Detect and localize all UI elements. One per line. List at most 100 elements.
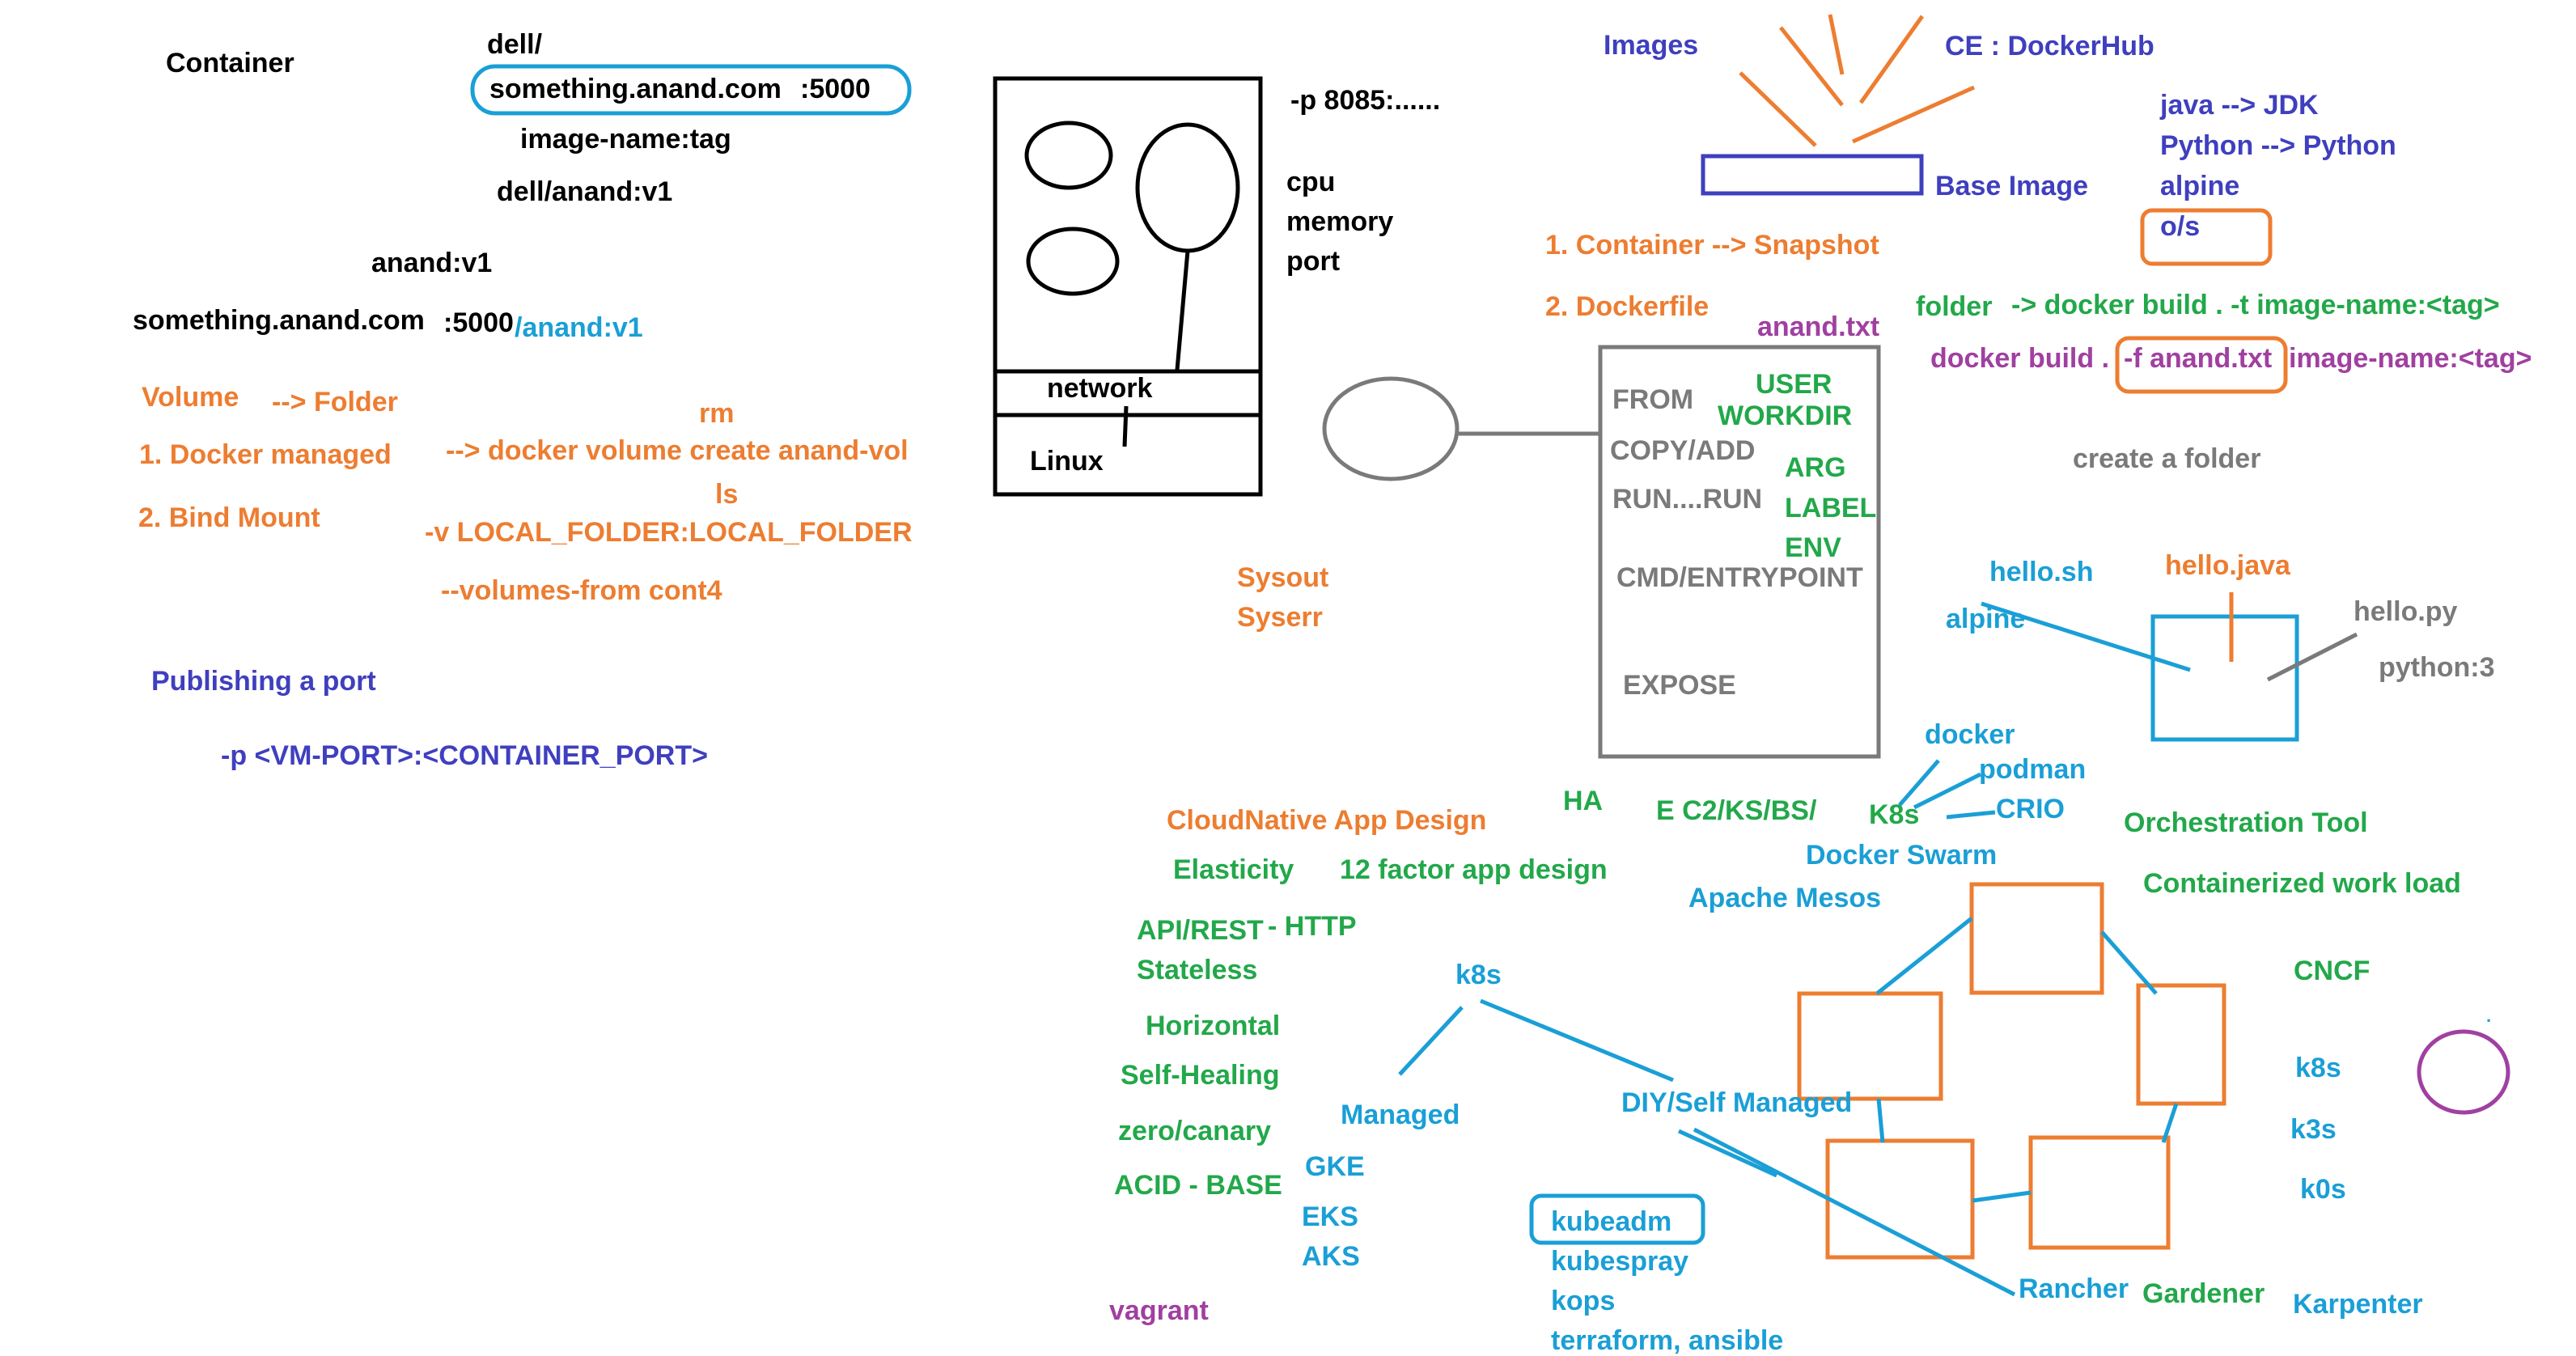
- crio-label: CRIO: [1996, 794, 2065, 824]
- cncf-label: CNCF: [2294, 956, 2371, 986]
- create-folder-label: create a folder: [2073, 443, 2261, 474]
- container-snapshot-label: 1. Container --> Snapshot: [1545, 230, 1879, 261]
- runtime-lines: [1898, 759, 1996, 820]
- alpine-top-label: alpine: [2160, 171, 2240, 201]
- kubeadm-highlight: [1529, 1193, 1705, 1245]
- http-label: - HTTP: [1268, 911, 1357, 942]
- karpenter-label: Karpenter: [2293, 1289, 2423, 1320]
- api-rest-label: API/REST: [1137, 915, 1264, 946]
- podman-label: podman: [1979, 754, 2087, 785]
- dockerhub-label: CE : DockerHub: [1945, 31, 2154, 61]
- dell-anand-v1-label: dell/anand:v1: [497, 176, 673, 207]
- dockerfile-flag-highlight: [2115, 336, 2288, 394]
- sysout-label: Sysout: [1237, 562, 1329, 593]
- syserr-label: Syserr: [1237, 602, 1323, 633]
- linux-label: Linux: [1030, 446, 1104, 477]
- folder-label: folder: [1916, 291, 1993, 322]
- ha-label: HA: [1563, 786, 1604, 816]
- k0s-label: k0s: [2300, 1174, 2346, 1205]
- stray-dot: .: [2486, 1006, 2492, 1026]
- gardener-label: Gardener: [2142, 1278, 2265, 1309]
- docker-build-t-label: -> docker build . -t image-name:<tag>: [2011, 290, 2500, 320]
- full-image-host-label: something.anand.com: [133, 305, 425, 336]
- registry-host-label: something.anand.com: [489, 74, 782, 104]
- dockerfile-from: FROM: [1612, 384, 1694, 415]
- network-label: network: [1047, 373, 1153, 404]
- alpine-mid-label: alpine: [1946, 604, 2026, 634]
- hello-sh-label: hello.sh: [1989, 557, 2094, 587]
- os-label: o/s: [2160, 211, 2201, 242]
- terraform-ansible-label: terraform, ansible: [1551, 1325, 1784, 1356]
- k8s-center-label: k8s: [1455, 960, 1502, 990]
- eks-label: EKS: [1302, 1201, 1358, 1232]
- dockerfile-cmd: CMD/ENTRYPOINT: [1616, 562, 1863, 593]
- docker-managed-label: 1. Docker managed: [139, 439, 392, 470]
- full-image-port-label: :5000: [443, 307, 514, 338]
- hello-java-label: hello.java: [2165, 550, 2290, 581]
- docker-build-f-flag: -f anand.txt: [2124, 343, 2273, 374]
- volume-ls-label: ls: [715, 479, 739, 510]
- registry-highlight-oval: [470, 64, 912, 116]
- volumes-from-label: --volumes-from cont4: [441, 575, 722, 606]
- base-image-label: Base Image: [1935, 171, 2088, 201]
- vagrant-label: vagrant: [1109, 1295, 1209, 1326]
- cluster-drawing: [1797, 882, 2226, 1260]
- dockerfile-diagram: [1322, 345, 1881, 759]
- kubespray-label: kubespray: [1551, 1246, 1689, 1277]
- registry-port-label: :5000: [800, 74, 871, 104]
- dockerfile-workdir: WORKDIR: [1718, 400, 1853, 431]
- k8s-runtime-label: K8s: [1869, 799, 1920, 830]
- image-name-tag-label: image-name:tag: [520, 124, 731, 155]
- cloudnative-label: CloudNative App Design: [1167, 805, 1487, 836]
- purple-circle-doodle: [2417, 1029, 2510, 1115]
- managed-label: Managed: [1341, 1100, 1460, 1130]
- zero-canary-label: zero/canary: [1118, 1116, 1271, 1146]
- apache-mesos-label: Apache Mesos: [1688, 883, 1882, 913]
- container-label: Container: [166, 48, 294, 78]
- port-example-label: -p 8085:......: [1290, 85, 1441, 116]
- volume-create-label: --> docker volume create anand-vol: [446, 435, 909, 466]
- hello-files-diagram: [1981, 592, 2358, 742]
- cpu-label: cpu: [1286, 167, 1336, 197]
- twelve-factor-label: 12 factor app design: [1340, 854, 1608, 885]
- k8s-tree-lines: [1398, 998, 2016, 1297]
- anand-txt-label: anand.txt: [1757, 311, 1880, 342]
- volume-label: Volume: [142, 382, 239, 413]
- dockerfile-label: 2. Dockerfile: [1545, 291, 1710, 322]
- bind-flag-label: -v LOCAL_FOLDER:LOCAL_FOLDER: [425, 517, 913, 548]
- images-label: Images: [1604, 30, 1699, 61]
- python-python-label: Python --> Python: [2160, 130, 2396, 161]
- volume-folder-label: --> Folder: [272, 387, 398, 417]
- dockerfile-run: RUN....RUN: [1612, 484, 1763, 515]
- self-healing-label: Self-Healing: [1121, 1060, 1280, 1091]
- kubeadm-label: kubeadm: [1551, 1206, 1672, 1237]
- hello-py-label: hello.py: [2354, 596, 2458, 627]
- dockerfile-arg: ARG: [1785, 452, 1846, 483]
- os-highlight-box: [2140, 208, 2273, 266]
- java-jdk-label: java --> JDK: [2160, 90, 2319, 121]
- horizontal-label: Horizontal: [1146, 1011, 1281, 1041]
- base-image-drawing: [1701, 14, 1976, 196]
- diy-self-managed-label: DIY/Self Managed: [1621, 1087, 1853, 1118]
- dockerfile-label-instr: LABEL: [1785, 493, 1877, 523]
- docker-swarm-label: Docker Swarm: [1806, 840, 1998, 871]
- anand-v1-label: anand:v1: [371, 248, 493, 278]
- dockerfile-copy-add: COPY/ADD: [1610, 435, 1756, 466]
- k8s-right-label: k8s: [2295, 1053, 2341, 1083]
- aks-label: AKS: [1302, 1241, 1360, 1272]
- port-flag-label: -p <VM-PORT>:<CONTAINER_PORT>: [221, 740, 708, 771]
- k3s-label: k3s: [2290, 1114, 2337, 1145]
- orchestration-tool-label: Orchestration Tool: [2124, 807, 2368, 838]
- dockerfile-expose: EXPOSE: [1623, 670, 1736, 701]
- port-label: port: [1286, 246, 1341, 277]
- container-diagram: [993, 76, 1263, 497]
- bind-mount-label: 2. Bind Mount: [138, 502, 320, 533]
- ec2-label: E C2/KS/BS/: [1656, 795, 1817, 826]
- acid-base-label: ACID - BASE: [1114, 1170, 1282, 1201]
- publishing-port-label: Publishing a port: [151, 666, 376, 697]
- rancher-label: Rancher: [2019, 1273, 2129, 1304]
- full-image-repo-label: /anand:v1: [515, 312, 643, 343]
- dockerfile-env: ENV: [1785, 532, 1841, 563]
